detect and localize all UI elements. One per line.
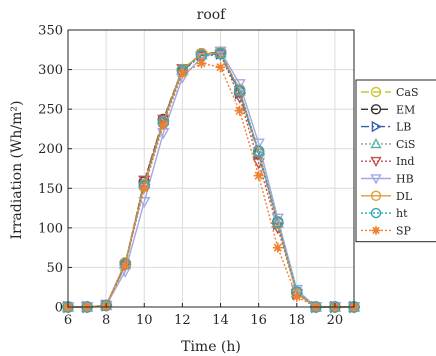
legend-label-dl: DL [396,190,413,203]
legend-marker-sp [371,225,381,235]
y-tick-label: 150 [38,182,63,197]
legend-label-cas: CaS [396,86,419,99]
series-line-ind [68,53,354,308]
legend-label-cis: CiS [396,138,415,151]
data-point-sp [158,119,169,130]
data-point-sp [177,68,188,79]
legend: CaS EM LB CiS Ind HB DL ht SP [355,79,436,243]
series-line-cas [68,53,354,308]
legend-label-em: EM [396,103,415,116]
series-cas [62,48,360,313]
chart-title: roof [197,7,228,23]
series-line-cis [68,52,354,308]
x-tick-label: 16 [250,313,267,328]
y-tick-label: 100 [38,221,63,236]
data-point-ht [272,216,284,229]
data-point-ht [214,48,227,60]
x-tick-label: 14 [212,313,229,328]
y-tick-label: 200 [38,142,63,157]
x-tick-label: 6 [64,313,72,328]
data-point-sp [291,291,302,302]
data-point-sp [272,242,283,253]
x-tick-label: 10 [136,313,153,328]
y-tick-label: 50 [46,261,63,276]
data-point-sp [139,183,150,194]
data-point-sp [253,170,264,181]
series-sp [63,58,359,312]
series-lb [63,47,361,314]
series-line-dl [68,52,354,308]
series-line-ht [68,53,354,308]
grid [67,29,354,308]
x-tick-label: 8 [102,313,110,328]
axes-box [67,29,355,308]
series-ht [62,48,360,313]
x-axis-label: Time (h) [181,339,241,355]
legend-marker-cas [370,86,382,98]
data-point-sp [234,105,245,116]
legend-marker-em [370,104,382,115]
series-line-lb [68,53,354,308]
data-point-sp [120,260,131,271]
legend-label-lb: LB [396,121,411,134]
data-point-hb [138,197,151,209]
data-point-ht [252,145,265,157]
legend-marker-ht [370,207,382,219]
series-cis [61,46,361,312]
data-point-ind [157,114,170,126]
series-hb [61,46,361,314]
y-tick-label: 300 [38,63,63,78]
series-line-hb [68,50,354,308]
x-tick-label: 18 [289,313,306,328]
series-ind [61,49,361,314]
y-tick-label: 250 [38,103,63,118]
series-layer [61,46,361,314]
legend-label-ht: ht [396,207,408,220]
y-axis-label-group: Irradiation (Wh/m²) [9,101,25,240]
series-dl [62,47,360,313]
series-em [62,46,360,313]
data-point-sp [215,62,226,73]
legend-marker-hb [370,174,382,185]
legend-label-ind: Ind [396,155,414,168]
legend-marker-cis [370,137,382,149]
legend-marker-lb [371,120,382,133]
legend-marker-ind [370,156,382,168]
legend-marker-dl [370,190,382,202]
legend-label-hb: HB [396,173,414,186]
y-tick-label: 0 [55,301,63,316]
data-point-ht [233,85,246,97]
x-tick-label: 12 [174,313,191,328]
series-line-sp [68,62,354,308]
y-tick-label: 350 [38,24,63,39]
x-tick-label: 20 [327,313,344,328]
legend-label-sp: SP [396,224,412,237]
data-point-sp [196,58,207,69]
series-line-em [68,51,354,308]
y-axis-label: Irradiation (Wh/m²) [9,101,25,240]
